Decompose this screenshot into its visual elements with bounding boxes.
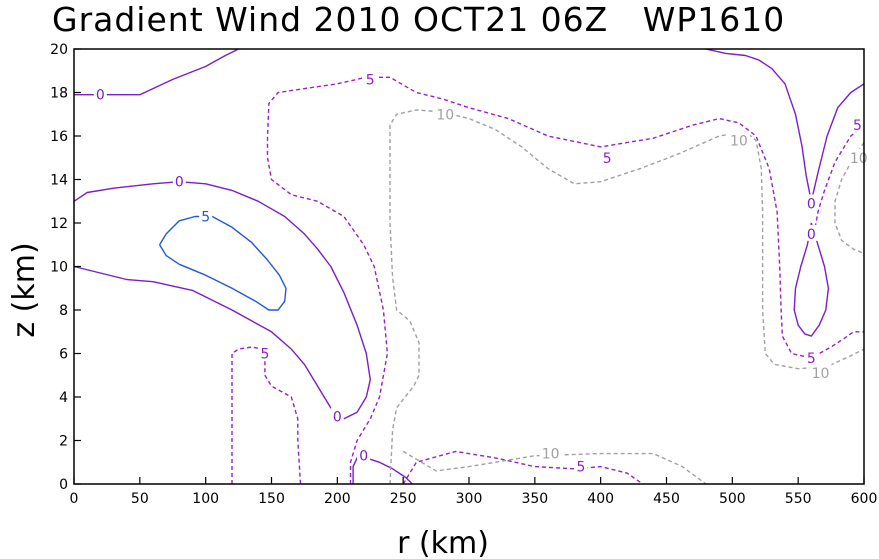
contour-line-9 (402, 450, 644, 485)
contour-label-bg-6 (363, 70, 377, 87)
x-tick-label-6: 300 (456, 491, 483, 507)
y-tick-label-6: 12 (50, 216, 68, 232)
x-tick-label-5: 250 (390, 491, 417, 507)
x-tick-label-1: 50 (131, 491, 149, 507)
y-axis-title: z (km) (7, 242, 42, 337)
x-tick-label-9: 450 (653, 491, 680, 507)
contour-label-6: 5 (366, 72, 375, 88)
y-tick-label-10: 20 (50, 42, 68, 58)
contour-label-bg-12 (727, 131, 750, 148)
contour-label-bg-3 (330, 407, 344, 424)
x-tick-label-12: 600 (851, 491, 878, 507)
contour-label-2: 5 (201, 209, 210, 225)
x-tick-label-3: 150 (258, 491, 285, 507)
contour-label-3: 0 (333, 410, 342, 426)
contour-label-4: 0 (359, 449, 368, 465)
contour-line-4 (793, 222, 830, 337)
contour-label-bg-4 (357, 446, 371, 463)
x-axis-title: r (km) (397, 526, 489, 559)
contour-label-15: 10 (850, 151, 868, 167)
contour-label-bg-16 (804, 194, 818, 211)
contour-label-1: 0 (175, 175, 184, 191)
contour-label-0: 0 (96, 88, 105, 104)
x-tick-label-11: 550 (785, 491, 812, 507)
contour-label-5: 5 (260, 347, 269, 363)
chart-title: Gradient Wind 2010 OCT21 06Z WP1610 (52, 0, 786, 39)
y-tick-label-9: 18 (50, 86, 68, 102)
y-tick-label-5: 10 (50, 260, 68, 276)
contour-label-bg-10 (804, 348, 818, 365)
x-tick-label-8: 400 (587, 491, 614, 507)
contour-label-13: 10 (542, 447, 560, 463)
y-tick-label-0: 0 (59, 477, 68, 493)
contour-line-3 (705, 48, 865, 203)
y-tick-label-4: 8 (59, 303, 68, 319)
contour-label-bg-0 (93, 85, 107, 102)
contour-label-14: 10 (812, 366, 830, 382)
contour-label-9: 5 (853, 118, 862, 134)
x-tick-label-7: 350 (521, 491, 548, 507)
contour-label-bg-13 (539, 444, 562, 461)
x-tick-label-0: 0 (70, 491, 79, 507)
contour-line-10 (389, 109, 865, 485)
contour-label-bg-1 (172, 172, 186, 189)
contour-line-1 (73, 180, 371, 420)
contour-label-10: 5 (807, 351, 816, 367)
y-tick-label-7: 14 (50, 173, 68, 189)
contour-label-8: 5 (576, 460, 585, 476)
contour-line-8 (813, 124, 865, 235)
contour-line-2 (352, 457, 413, 485)
contour-label-12: 10 (730, 133, 748, 149)
x-tick-label-4: 200 (324, 491, 351, 507)
contour-label-bg-14 (809, 364, 832, 381)
y-tick-label-3: 6 (59, 347, 68, 363)
y-axis: 0 2 4 6 8 10 12 14 16 18 20 (50, 42, 81, 493)
plot-frame (73, 48, 865, 485)
contour-line-6 (231, 346, 302, 485)
contour-line-12 (402, 450, 707, 485)
contour-label-bg-11 (434, 105, 457, 122)
contour-label-16: 0 (807, 196, 816, 212)
contour-line-5 (159, 215, 287, 311)
x-tick-label-2: 100 (192, 491, 219, 507)
contour-label-bg-2 (199, 207, 213, 224)
y-tick-label-2: 4 (59, 390, 68, 406)
contour-label-17: 0 (807, 227, 816, 243)
contour-label-11: 10 (436, 107, 454, 123)
contour-label-bg-9 (850, 116, 864, 133)
contour-label-7: 5 (603, 151, 612, 167)
contour-label-bg-5 (258, 344, 272, 361)
contour-lines (73, 48, 865, 485)
x-tick-label-10: 500 (719, 491, 746, 507)
contour-label-bg-17 (804, 224, 818, 241)
contour-label-bg-7 (600, 148, 614, 165)
contour-label-bg-8 (574, 457, 588, 474)
x-axis: 0 50 100 150 200 250 300 350 400 450 500 550 600 (70, 477, 878, 507)
y-tick-label-1: 2 (59, 434, 68, 450)
y-tick-label-8: 16 (50, 129, 68, 145)
contour-line-7 (266, 76, 864, 484)
